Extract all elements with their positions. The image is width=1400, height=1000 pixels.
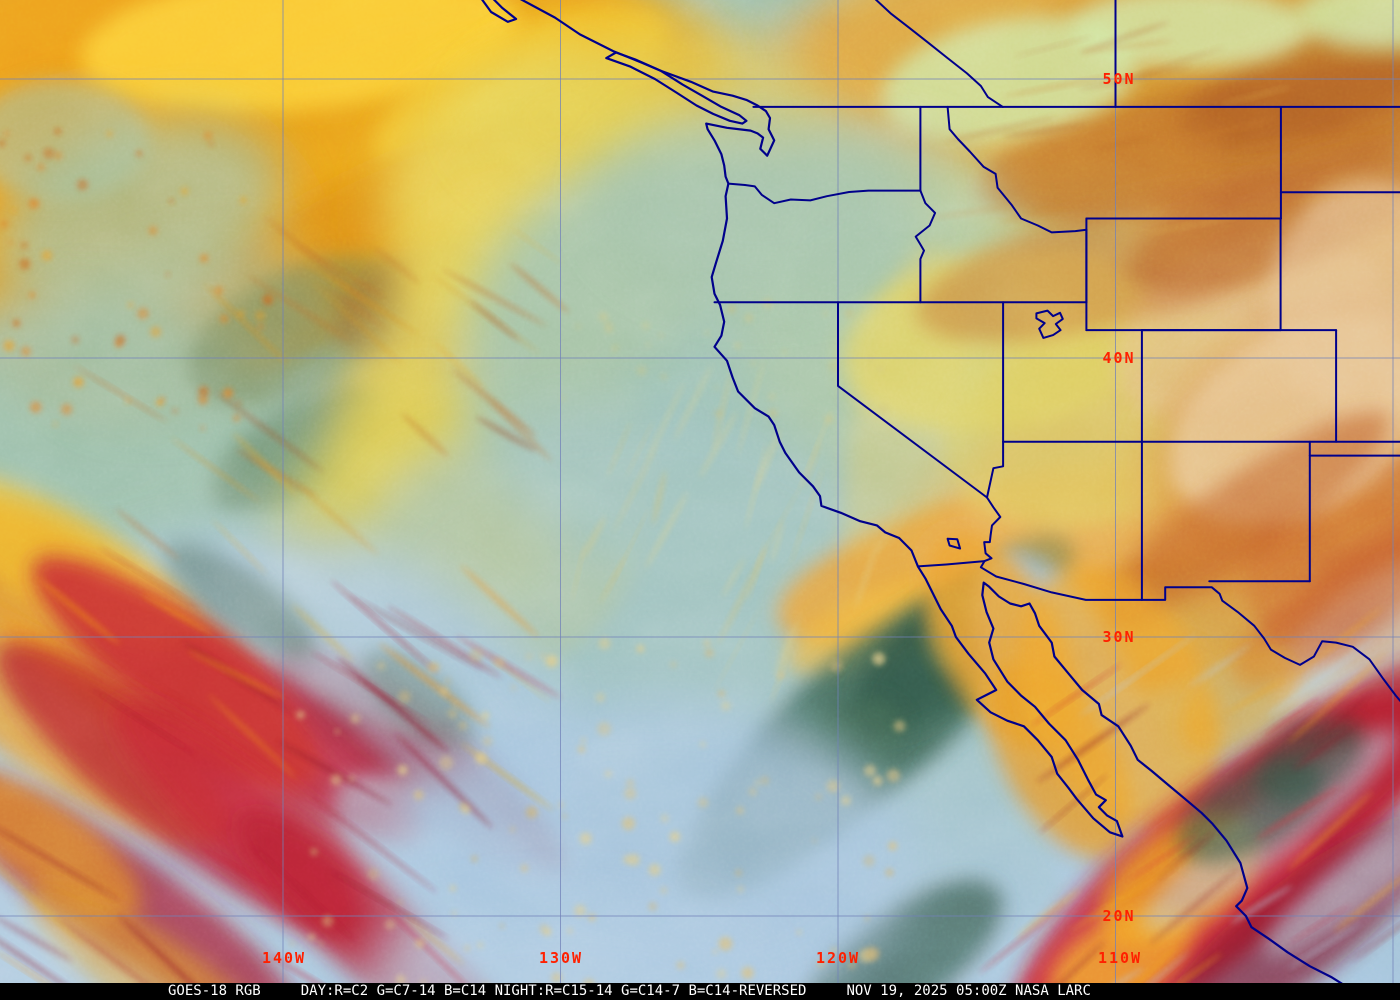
status-bar: GOES-18 RGB DAY:R=C2 G=C7-14 B=C14 NIGHT… bbox=[0, 983, 1400, 1000]
credit-text: NASA LARC bbox=[1015, 983, 1091, 999]
lat-label-40n: 40N bbox=[1102, 349, 1135, 367]
lon-label-140w: 140W bbox=[262, 949, 306, 967]
lon-label-110w: 110W bbox=[1098, 949, 1142, 967]
lon-label-120w: 120W bbox=[816, 949, 860, 967]
rgb-recipe: DAY:R=C2 G=C7-14 B=C14 NIGHT:R=C15-14 G=… bbox=[300, 983, 807, 999]
lat-label-20n: 20N bbox=[1102, 907, 1135, 925]
map-borders-overlay bbox=[481, 0, 1400, 1000]
product-name: GOES-18 RGB bbox=[168, 983, 261, 999]
timestamp: NOV 19, 2025 05:00Z bbox=[846, 983, 1007, 999]
lon-label-130w: 130W bbox=[539, 949, 583, 967]
lat-label-30n: 30N bbox=[1102, 628, 1135, 646]
geo-labels: 50N 40N 30N 20N 140W 130W 120W 110W bbox=[262, 70, 1142, 967]
lat-label-50n: 50N bbox=[1102, 70, 1135, 88]
credit bbox=[1007, 983, 1015, 1000]
